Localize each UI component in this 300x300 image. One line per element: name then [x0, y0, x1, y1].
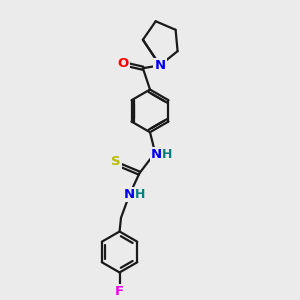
Text: O: O — [117, 57, 129, 70]
Text: S: S — [111, 155, 121, 168]
Text: H: H — [135, 188, 146, 201]
Text: N: N — [151, 148, 162, 160]
Text: F: F — [115, 285, 124, 298]
Text: N: N — [154, 59, 166, 72]
Text: H: H — [162, 148, 172, 160]
Text: N: N — [123, 188, 134, 201]
